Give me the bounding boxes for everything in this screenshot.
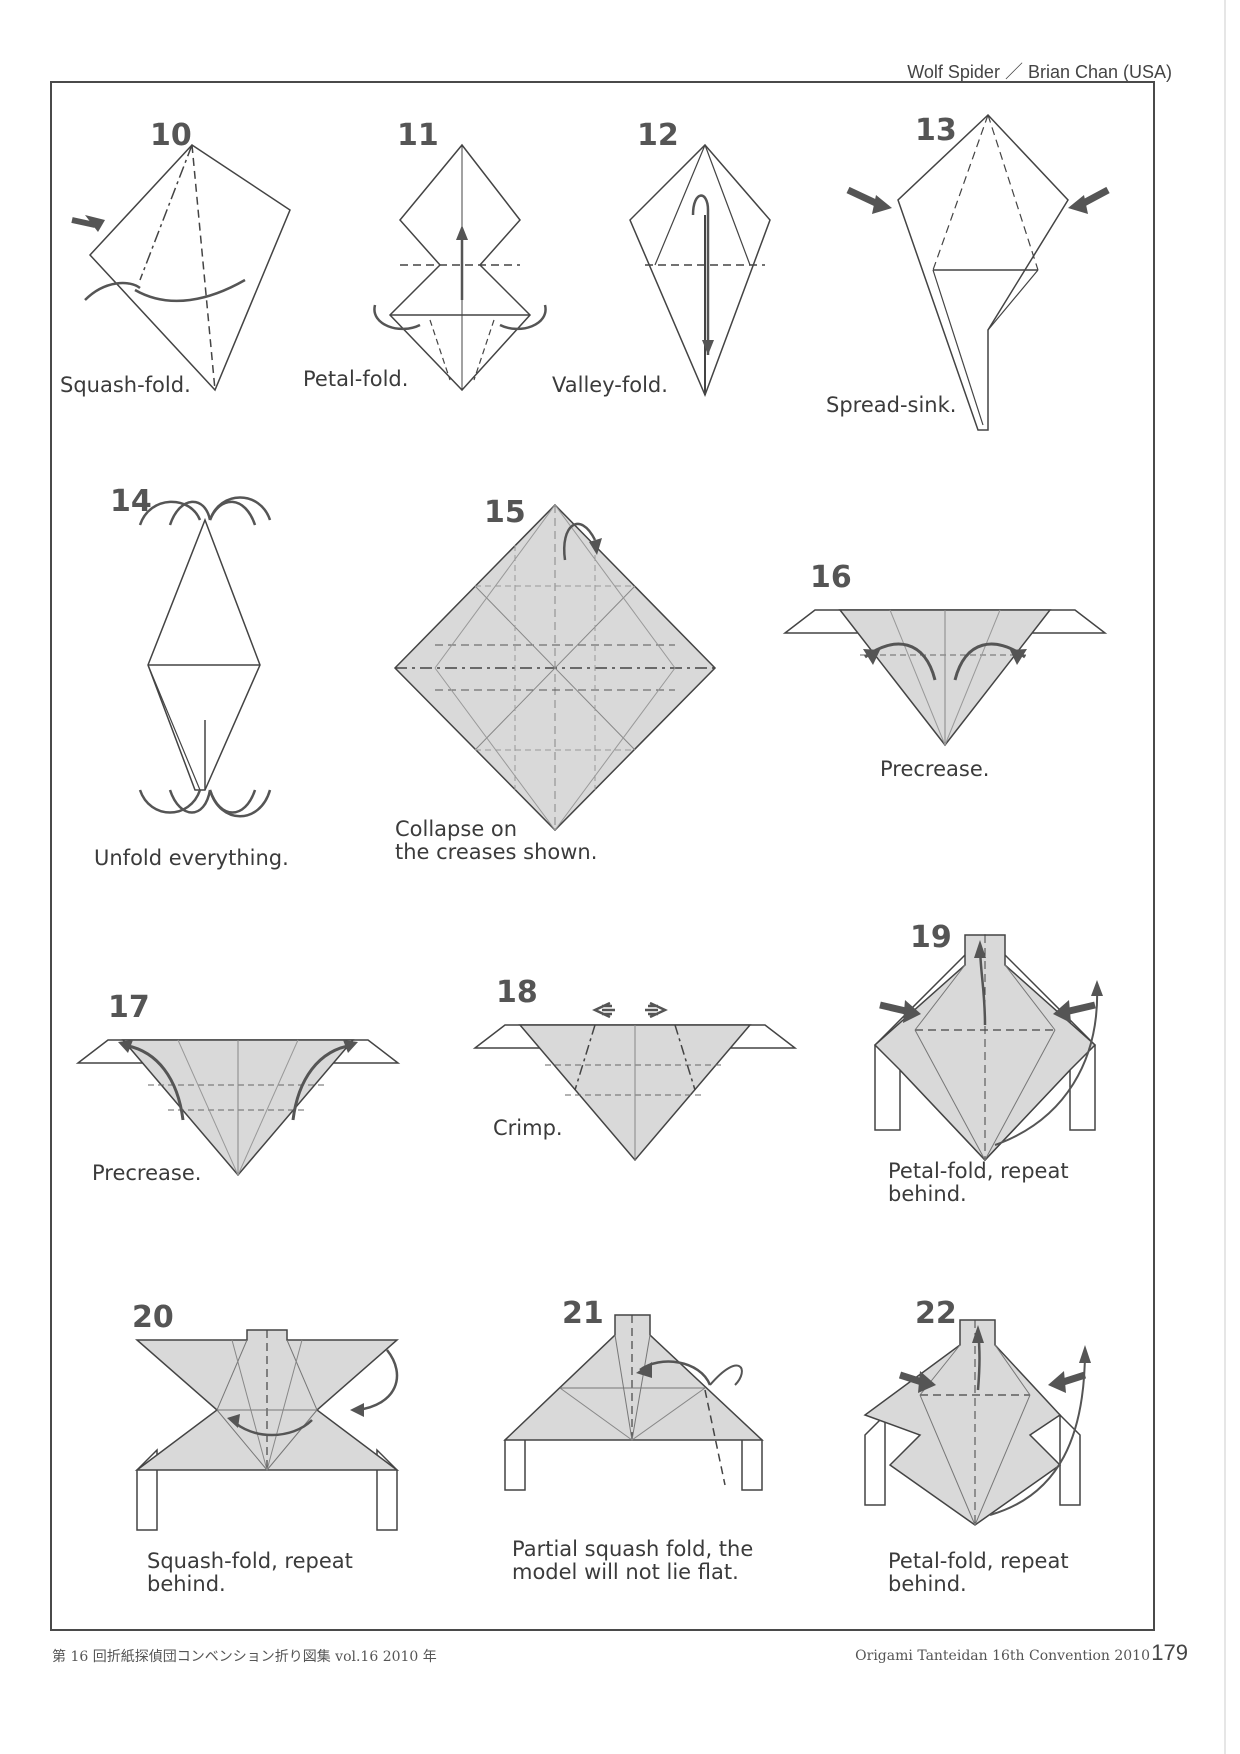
step-18-diagram bbox=[592, 1001, 668, 1019]
step-22-number: 22 bbox=[915, 1296, 957, 1331]
step-22-caption: Petal-fold, repeat behind. bbox=[888, 1549, 1069, 1596]
step-15-diagram bbox=[393, 503, 717, 832]
step-11-diagram bbox=[373, 143, 547, 392]
step-14-number: 14 bbox=[110, 484, 152, 519]
step-14-caption: Unfold everything. bbox=[94, 846, 289, 870]
step-15-number: 15 bbox=[484, 495, 526, 530]
step-21-caption: Partial squash fold, the model will not … bbox=[512, 1537, 754, 1584]
step-19-diagram bbox=[873, 933, 1103, 1162]
step-22-diagram bbox=[863, 1319, 1091, 1526]
step-13-caption: Spread-sink. bbox=[826, 393, 957, 417]
footer-right-text: Origami Tanteidan 16th Convention 2010 bbox=[855, 1648, 1150, 1664]
step-11-caption: Petal-fold. bbox=[303, 367, 409, 391]
step-20-caption: Squash-fold, repeat behind. bbox=[147, 1549, 353, 1596]
step-19-caption: Petal-fold, repeat behind. bbox=[888, 1159, 1069, 1206]
page-number: 179 bbox=[1151, 1640, 1188, 1665]
page-header: Wolf Spider ／ Brian Chan (USA) bbox=[907, 62, 1172, 82]
step-12-number: 12 bbox=[637, 118, 679, 153]
step-12-diagram bbox=[629, 143, 771, 398]
step-10-number: 10 bbox=[150, 118, 192, 153]
footer-left-text: 第 16 回折紙探偵団コンベンション折り図集 vol.16 2010 年 bbox=[52, 1649, 437, 1665]
step-16-diagram bbox=[782, 609, 1108, 747]
step-20-diagram bbox=[134, 1329, 400, 1531]
step-10-caption: Squash-fold. bbox=[60, 373, 191, 397]
step-12-caption: Valley-fold. bbox=[552, 373, 668, 397]
step-20-number: 20 bbox=[132, 1300, 174, 1335]
step-18-diagram-paper bbox=[472, 1024, 798, 1162]
step-18-number: 18 bbox=[496, 975, 538, 1010]
scan-edge bbox=[1224, 0, 1226, 1754]
step-13-number: 13 bbox=[915, 113, 957, 148]
step-10-diagram bbox=[71, 144, 291, 392]
step-14-diagram bbox=[138, 496, 272, 818]
step-21-diagram bbox=[503, 1314, 764, 1491]
step-19-number: 19 bbox=[910, 920, 952, 955]
step-13-diagram bbox=[846, 113, 1110, 431]
step-21-number: 21 bbox=[562, 1296, 604, 1331]
diagram-frame bbox=[50, 81, 1155, 1631]
step-16-caption: Precrease. bbox=[880, 757, 990, 781]
step-17-diagram bbox=[75, 1039, 401, 1177]
step-11-number: 11 bbox=[397, 118, 439, 153]
step-15-caption: Collapse on the creases shown. bbox=[395, 817, 598, 864]
step-18-caption: Crimp. bbox=[493, 1116, 563, 1140]
step-16-number: 16 bbox=[810, 560, 852, 595]
step-17-caption: Precrease. bbox=[92, 1161, 202, 1185]
step-17-number: 17 bbox=[108, 990, 150, 1025]
